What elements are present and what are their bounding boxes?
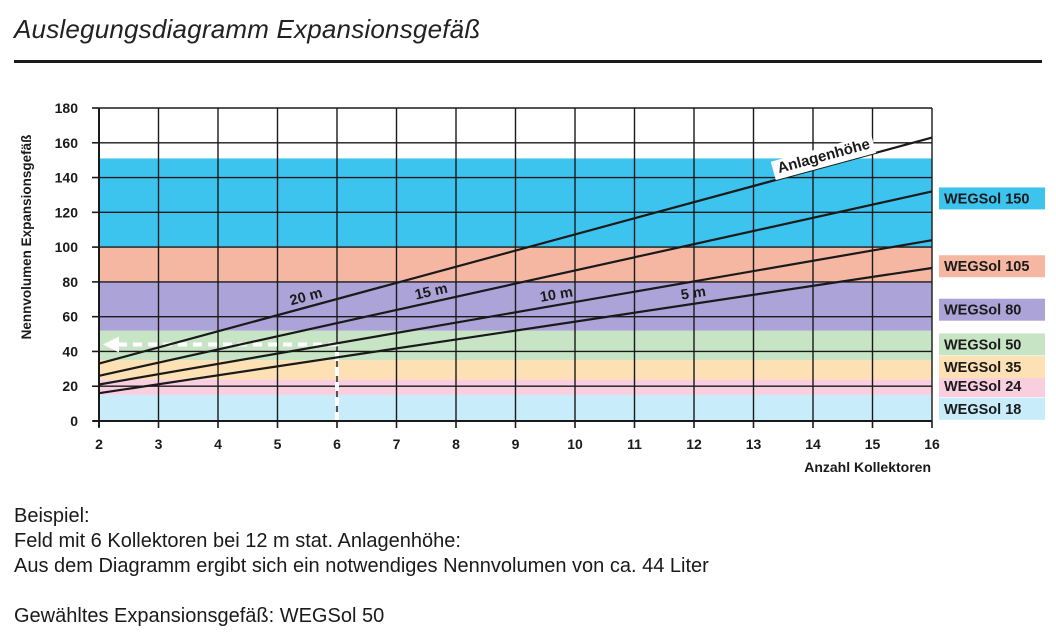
- band-label-bg-0: [939, 397, 1045, 420]
- band-label-wegsol-50: WEGSol 50: [944, 337, 1021, 353]
- x-tick-label-14: 14: [805, 436, 821, 452]
- x-tick-label-16: 16: [924, 436, 940, 452]
- height-line-10m: [98, 239, 933, 386]
- band-label-wegsol-18: WEGSol 18: [944, 402, 1021, 418]
- band-labels: WEGSol 18 WEGSol 24 WEGSol 35 WEGSol 50 WEGS…: [939, 187, 1045, 420]
- x-tick-label-9: 9: [512, 436, 520, 452]
- y-tick-label-140: 140: [55, 170, 79, 186]
- x-tick-label-15: 15: [865, 436, 881, 452]
- y-axis-label: Nennvolumen Expansionsgefäß: [19, 135, 34, 340]
- band-label-bg-5: [939, 255, 1045, 278]
- example-arrowhead: [103, 336, 119, 353]
- height-line-15m: [98, 190, 933, 377]
- x-axis-label: Anzahl Kollektoren: [804, 459, 931, 475]
- band-label-bg-1: [939, 375, 1045, 398]
- example-heading: Beispiel:: [14, 505, 90, 527]
- title-divider: [14, 60, 1042, 63]
- chart-axes: 0 20 40 60 80 100 120 140 160 180 2 3 4 5 6 7 8 9 10 11 12 13…: [55, 100, 940, 452]
- x-tick-label-3: 3: [155, 436, 163, 452]
- x-tick-label-12: 12: [686, 436, 702, 452]
- example-result: Gewähltes Expansionsgefäß: WEGSol 50: [14, 605, 385, 627]
- example-line-2: Aus dem Diagramm ergibt sich ein notwend…: [14, 555, 709, 577]
- band-label-bg-3: [939, 333, 1045, 356]
- x-tick-label-4: 4: [214, 436, 222, 452]
- y-tick-label-120: 120: [55, 204, 79, 220]
- x-tick-label-11: 11: [627, 436, 642, 452]
- band-label-wegsol-105: WEGSol 105: [944, 259, 1029, 275]
- y-tick-label-180: 180: [55, 100, 79, 116]
- height-lines: [98, 136, 933, 395]
- x-tick-label-2: 2: [95, 436, 103, 452]
- y-tick-label-80: 80: [62, 274, 78, 290]
- x-tick-label-8: 8: [452, 436, 460, 452]
- y-tick-label-20: 20: [62, 378, 78, 394]
- example-line-1: Feld mit 6 Kollektoren bei 12 m stat. An…: [14, 530, 461, 552]
- x-tick-label-7: 7: [393, 436, 401, 452]
- example-text: Beispiel: Feld mit 6 Kollektoren bei 12 …: [14, 504, 709, 629]
- y-tick-label-100: 100: [55, 239, 79, 255]
- x-tick-label-6: 6: [333, 436, 341, 452]
- band-label-bg-2: [939, 356, 1045, 379]
- y-tick-label-160: 160: [55, 135, 79, 151]
- height-line-5m: [98, 266, 933, 395]
- band-label-bg-4: [939, 298, 1045, 321]
- band-label-bg-6: [939, 187, 1045, 210]
- page-title: Auslegungsdiagramm Expansionsgefäß: [14, 14, 481, 44]
- height-label-5m: 5 m: [680, 284, 707, 304]
- y-tick-label-0: 0: [70, 413, 78, 429]
- band-label-wegsol-24: WEGSol 24: [944, 379, 1021, 395]
- curve-group-label-bg: [770, 134, 877, 181]
- y-tick-label-60: 60: [62, 309, 78, 325]
- band-label-wegsol-80: WEGSol 80: [944, 303, 1021, 319]
- x-tick-label-5: 5: [274, 436, 282, 452]
- band-label-wegsol-150: WEGSol 150: [944, 191, 1029, 207]
- height-label-15m: 15 m: [413, 281, 449, 304]
- height-label-10m: 10 m: [539, 284, 574, 305]
- band-label-wegsol-35: WEGSol 35: [944, 360, 1021, 376]
- y-tick-label-40: 40: [62, 343, 78, 359]
- x-tick-label-10: 10: [567, 436, 583, 452]
- x-tick-label-13: 13: [746, 436, 762, 452]
- example-spacer: [14, 579, 709, 604]
